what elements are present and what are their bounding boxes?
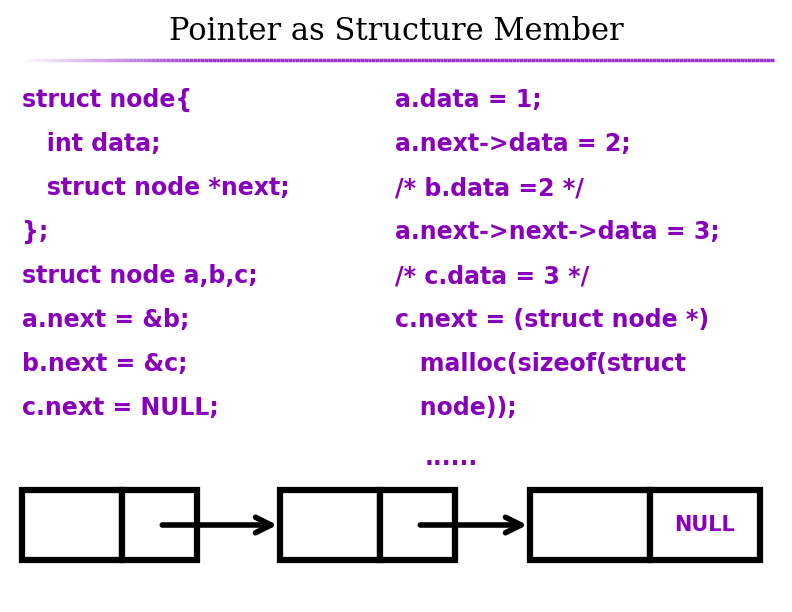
Text: a.data = 1;: a.data = 1;: [395, 88, 542, 112]
Bar: [122, 490, 197, 560]
Text: Pointer as Structure Member: Pointer as Structure Member: [169, 17, 623, 48]
Text: };: };: [22, 220, 48, 244]
Text: NULL: NULL: [675, 515, 736, 535]
Text: c.next = NULL;: c.next = NULL;: [22, 396, 219, 420]
Bar: [22, 490, 122, 560]
Text: a.next->next->data = 3;: a.next->next->data = 3;: [395, 220, 720, 244]
Text: c.next = (struct node *): c.next = (struct node *): [395, 308, 709, 332]
Text: a.next = &b;: a.next = &b;: [22, 308, 189, 332]
Text: node));: node));: [395, 396, 516, 420]
Text: int data;: int data;: [22, 132, 161, 156]
Text: struct node a,b,c;: struct node a,b,c;: [22, 264, 257, 288]
Bar: [380, 490, 455, 560]
Text: struct node{: struct node{: [22, 88, 192, 112]
Text: ......: ......: [425, 446, 478, 470]
Text: struct node *next;: struct node *next;: [22, 176, 290, 200]
Bar: [530, 490, 650, 560]
Text: malloc(sizeof(struct: malloc(sizeof(struct: [395, 352, 686, 376]
Bar: [650, 490, 760, 560]
Text: /* b.data =2 */: /* b.data =2 */: [395, 176, 584, 200]
Text: b.next = &c;: b.next = &c;: [22, 352, 188, 376]
Bar: [280, 490, 380, 560]
Text: a.next->data = 2;: a.next->data = 2;: [395, 132, 630, 156]
Text: /* c.data = 3 */: /* c.data = 3 */: [395, 264, 589, 288]
